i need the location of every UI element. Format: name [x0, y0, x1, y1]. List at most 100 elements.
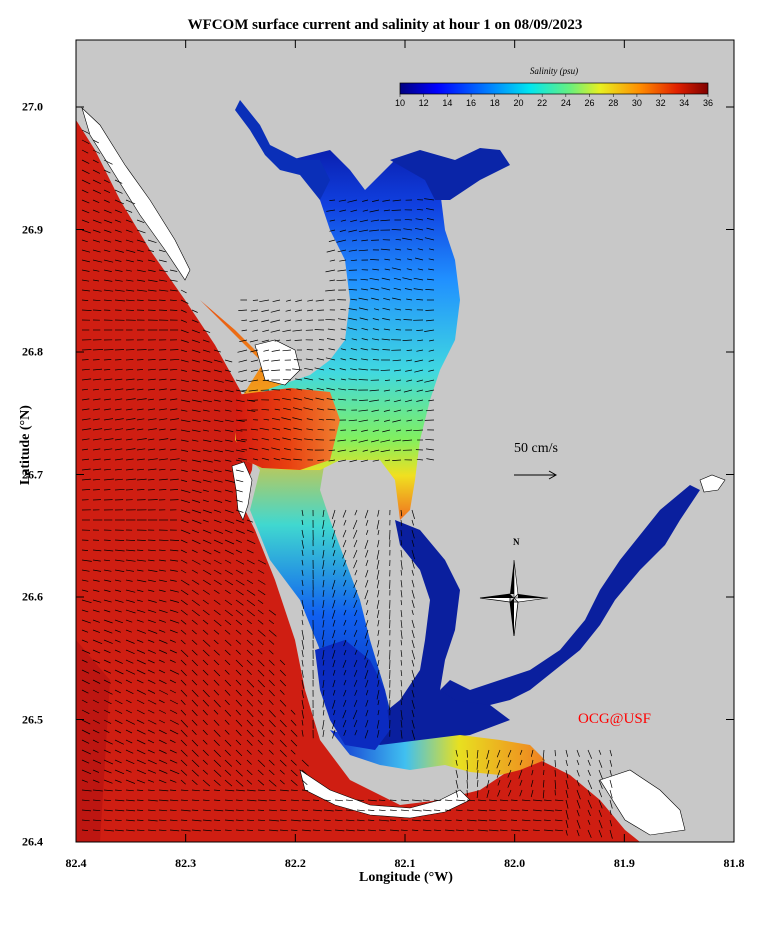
current-vector — [103, 239, 112, 243]
current-vector — [169, 669, 180, 675]
current-vector — [81, 269, 90, 272]
current-vector — [103, 279, 113, 282]
current-vector — [213, 619, 222, 627]
current-vector — [125, 408, 133, 411]
current-vector — [125, 489, 133, 491]
current-vector — [340, 328, 347, 331]
current-vector — [147, 448, 156, 451]
current-vector — [114, 799, 125, 802]
current-vector — [353, 589, 358, 599]
current-vector — [103, 179, 110, 184]
current-vector — [202, 739, 208, 745]
current-vector — [353, 659, 358, 668]
current-vector — [180, 399, 191, 403]
current-vector — [268, 739, 274, 745]
current-vector — [257, 679, 265, 688]
current-vector — [180, 479, 188, 482]
current-vector — [158, 539, 169, 542]
current-vector — [246, 719, 253, 727]
current-vector — [329, 229, 336, 232]
current-vector — [331, 579, 336, 590]
current-vector — [202, 759, 208, 765]
current-vector — [370, 449, 380, 453]
current-vector — [191, 509, 202, 514]
current-vector — [103, 549, 114, 552]
current-vector — [147, 749, 155, 754]
current-vector — [202, 709, 208, 716]
current-vector — [125, 809, 136, 812]
current-vector — [202, 589, 210, 595]
current-vector — [382, 349, 391, 351]
current-vector — [400, 559, 403, 570]
current-vector — [364, 669, 369, 680]
current-vector — [224, 739, 232, 747]
current-vector — [213, 649, 220, 656]
current-vector — [295, 299, 303, 302]
current-vector — [81, 309, 92, 311]
current-vector — [240, 389, 248, 392]
current-vector — [246, 549, 254, 554]
current-vector — [565, 829, 568, 836]
current-vector — [263, 349, 270, 352]
y-tick-label: 26.6 — [22, 589, 43, 604]
current-vector — [125, 829, 135, 832]
current-vector — [202, 689, 210, 698]
current-vector — [169, 599, 179, 603]
current-vector — [393, 369, 402, 372]
current-vector — [235, 569, 244, 575]
current-vector — [486, 759, 490, 769]
current-vector — [125, 659, 134, 664]
current-vector — [248, 389, 259, 392]
current-vector — [180, 639, 186, 645]
current-vector — [261, 457, 270, 461]
current-vector — [565, 799, 569, 809]
current-vector — [169, 438, 177, 441]
current-vector — [169, 358, 180, 361]
current-vector — [365, 679, 369, 688]
current-vector — [158, 679, 167, 685]
current-vector — [224, 489, 233, 493]
current-vector — [158, 809, 168, 812]
current-vector — [213, 689, 220, 696]
current-vector — [191, 349, 201, 353]
current-vector — [213, 539, 223, 545]
current-vector — [103, 378, 113, 381]
current-vector — [360, 278, 369, 281]
current-vector — [301, 619, 304, 626]
current-vector — [303, 407, 314, 411]
current-vector — [382, 199, 391, 202]
current-vector — [384, 399, 391, 402]
current-vector — [268, 719, 276, 728]
current-vector — [354, 569, 358, 576]
current-vector — [169, 478, 179, 481]
legend-tick-label: 18 — [489, 98, 500, 108]
current-vector — [136, 388, 144, 391]
current-vector — [81, 378, 92, 381]
current-vector — [191, 809, 199, 811]
current-vector — [246, 589, 256, 596]
current-vector — [325, 318, 336, 321]
current-vector — [433, 809, 441, 811]
current-vector — [476, 769, 479, 780]
current-vector — [367, 819, 375, 821]
current-vector — [354, 619, 358, 626]
current-vector — [257, 769, 264, 776]
current-vector — [81, 279, 90, 282]
current-vector — [235, 539, 242, 543]
current-vector — [125, 458, 134, 461]
current-vector — [180, 579, 190, 586]
current-vector — [246, 639, 254, 646]
current-vector — [257, 579, 266, 585]
current-vector — [235, 749, 243, 757]
current-vector — [92, 159, 99, 164]
current-vector — [248, 379, 259, 383]
current-vector — [378, 809, 386, 812]
legend-tick-label: 28 — [608, 98, 619, 108]
current-vector — [125, 349, 135, 351]
current-vector — [455, 829, 465, 832]
legend-tick-label: 12 — [418, 98, 429, 108]
current-vector — [345, 799, 353, 802]
current-vector — [136, 289, 147, 292]
current-vector — [358, 409, 369, 412]
current-vector — [314, 367, 325, 371]
